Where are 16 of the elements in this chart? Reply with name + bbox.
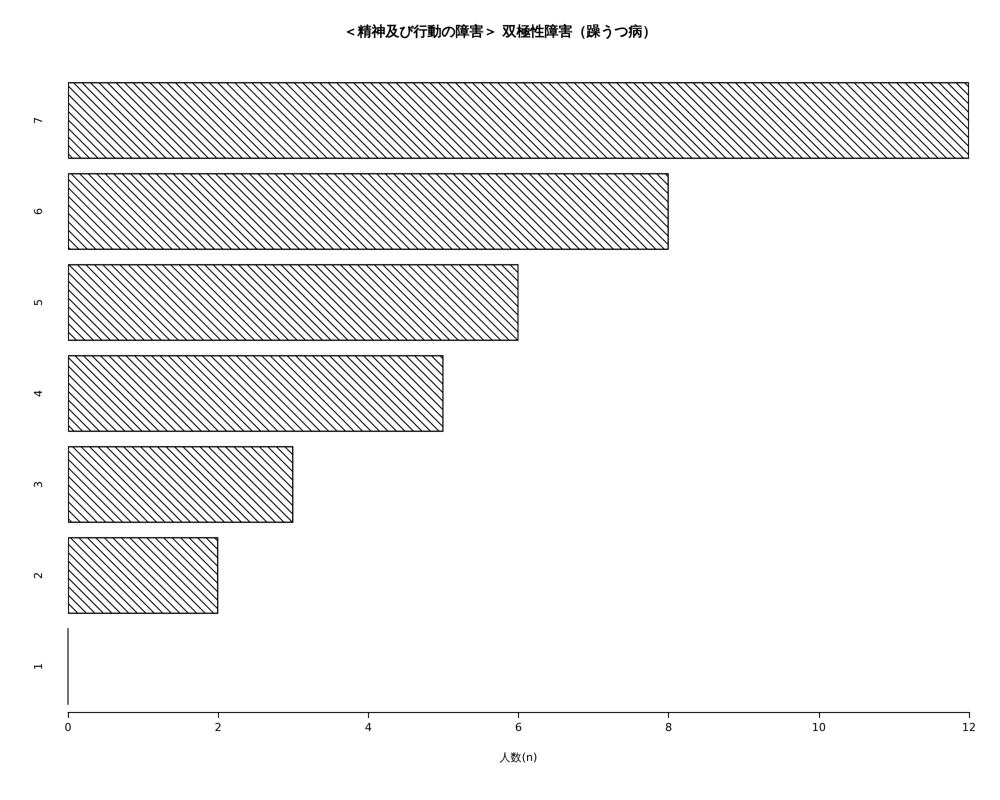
x-tick-label: 0 bbox=[64, 721, 72, 734]
x-tick-label: 10 bbox=[812, 721, 826, 734]
y-tick-label: 2 bbox=[32, 572, 45, 579]
y-tick-label: 1 bbox=[32, 663, 45, 670]
y-tick-label: 7 bbox=[32, 117, 45, 124]
y-tick-label: 6 bbox=[32, 208, 45, 215]
x-tick-label: 4 bbox=[364, 721, 372, 734]
y-tick-label: 5 bbox=[32, 299, 45, 306]
x-tick-label: 6 bbox=[515, 721, 522, 734]
chart-title: ＜精神及び行動の障害＞ 双極性障害（躁うつ病） bbox=[344, 23, 656, 40]
x-tick-label: 8 bbox=[665, 721, 672, 734]
x-axis-title: 人数(n) bbox=[500, 751, 538, 764]
x-tick-label: 12 bbox=[962, 721, 976, 734]
y-tick-label: 3 bbox=[32, 481, 45, 488]
y-tick-label: 4 bbox=[32, 390, 45, 397]
x-tick-label: 2 bbox=[214, 721, 222, 734]
